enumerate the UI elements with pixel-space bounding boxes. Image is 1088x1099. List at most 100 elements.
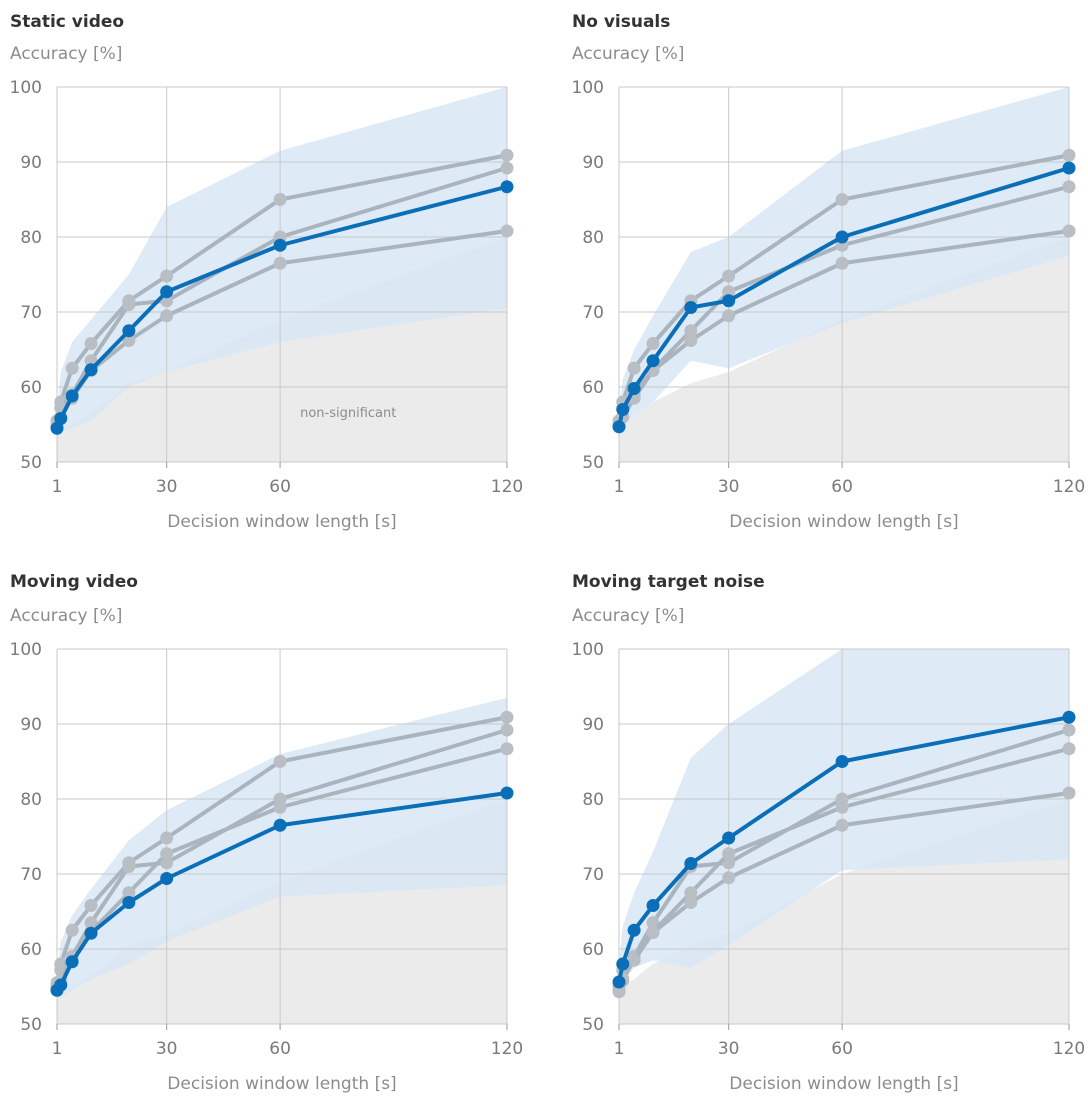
data-point xyxy=(646,337,660,350)
y-tick-label: 80 xyxy=(582,228,604,248)
data-point xyxy=(122,298,136,311)
y-tick-label: 90 xyxy=(582,153,604,173)
y-tick-label: 70 xyxy=(582,865,604,885)
data-point xyxy=(835,230,849,244)
data-point xyxy=(160,831,174,845)
data-point xyxy=(500,742,514,756)
data-point xyxy=(722,309,736,323)
y-axis-label: Accuracy [%] xyxy=(10,44,122,64)
y-axis-label: Accuracy [%] xyxy=(572,44,684,64)
data-point xyxy=(1062,786,1076,800)
y-tick-label: 80 xyxy=(20,790,42,810)
data-point xyxy=(160,269,174,283)
data-point xyxy=(84,337,98,350)
x-axis-label: Decision window length [s] xyxy=(729,1074,958,1094)
x-tick-label: 30 xyxy=(718,1039,740,1059)
x-axis-label: Decision window length [s] xyxy=(729,512,958,532)
y-tick-label: 100 xyxy=(572,78,604,98)
data-point xyxy=(612,985,626,999)
data-point xyxy=(627,382,641,395)
data-point xyxy=(500,148,514,162)
data-point xyxy=(627,923,641,937)
data-point xyxy=(1062,148,1076,162)
data-point xyxy=(835,800,849,814)
y-tick-label: 60 xyxy=(20,940,42,960)
data-point xyxy=(646,926,660,939)
data-point xyxy=(722,269,736,283)
plot-area xyxy=(619,649,1069,1024)
y-tick-label: 70 xyxy=(20,303,42,323)
y-tick-label: 100 xyxy=(572,640,604,660)
x-tick-label: 60 xyxy=(831,1039,853,1059)
data-point xyxy=(65,923,79,937)
data-point xyxy=(835,193,849,206)
non-significant-region xyxy=(619,237,1069,462)
y-tick-label: 100 xyxy=(10,78,42,98)
y-tick-label: 50 xyxy=(20,453,42,473)
y-tick-label: 60 xyxy=(20,378,42,398)
y-axis-label: Accuracy [%] xyxy=(572,606,684,626)
data-point xyxy=(122,334,136,347)
data-point xyxy=(500,723,514,737)
non-significant-label: non-significant xyxy=(300,406,396,421)
data-point xyxy=(722,847,736,861)
data-point xyxy=(122,324,136,338)
data-point xyxy=(54,412,68,425)
x-axis-label: Decision window length [s] xyxy=(167,512,396,532)
plot-area xyxy=(57,697,507,1024)
highlighted-series xyxy=(612,161,1076,434)
data-point xyxy=(835,755,849,768)
x-tick-label: 120 xyxy=(1053,477,1085,497)
data-point xyxy=(500,786,514,800)
data-point xyxy=(273,755,287,768)
x-tick-label: 60 xyxy=(831,477,853,497)
data-point xyxy=(1062,180,1076,194)
data-point xyxy=(646,354,660,368)
y-tick-label: 50 xyxy=(582,1015,604,1035)
data-point xyxy=(627,953,641,967)
data-point xyxy=(684,324,698,338)
data-point xyxy=(616,957,630,971)
data-point xyxy=(616,403,630,416)
data-point xyxy=(1062,710,1076,724)
data-point xyxy=(160,847,174,861)
data-point xyxy=(1062,742,1076,756)
chart-panel-1: Static video Accuracy [%] 50 60 70 80 90 100 1 30… xyxy=(10,12,524,532)
data-point xyxy=(500,180,514,194)
x-tick-label: 60 xyxy=(269,1039,291,1059)
x-tick-label: 1 xyxy=(614,1039,625,1059)
y-tick-label: 90 xyxy=(582,715,604,735)
data-point xyxy=(500,710,514,724)
y-tick-label: 50 xyxy=(582,453,604,473)
data-point xyxy=(273,193,287,206)
data-point xyxy=(835,818,849,832)
plot-area xyxy=(57,87,507,462)
x-tick-label: 120 xyxy=(491,1039,523,1059)
data-point xyxy=(722,831,736,845)
x-tick-label: 60 xyxy=(269,477,291,497)
data-point xyxy=(50,421,64,435)
y-tick-label: 70 xyxy=(582,303,604,323)
data-point xyxy=(65,361,79,375)
data-point xyxy=(273,238,287,252)
data-point xyxy=(684,886,698,900)
data-point xyxy=(612,975,626,989)
y-tick-label: 90 xyxy=(20,153,42,173)
data-point xyxy=(122,896,136,909)
y-tick-label: 70 xyxy=(20,865,42,885)
data-point xyxy=(684,301,698,314)
panel-title: No visuals xyxy=(572,12,670,32)
comparison-series xyxy=(50,161,514,431)
data-point xyxy=(612,420,626,434)
data-point xyxy=(160,309,174,323)
y-tick-label: 80 xyxy=(20,228,42,248)
data-point xyxy=(122,860,136,873)
data-point xyxy=(684,857,698,870)
data-point xyxy=(84,363,98,377)
x-tick-label: 1 xyxy=(614,477,625,497)
data-point xyxy=(160,872,174,885)
x-tick-label: 1 xyxy=(52,1039,63,1059)
chart-panel-2: No visuals Accuracy [%] 50 60 70 80 90 100 1 30 60… xyxy=(572,12,1086,532)
data-point xyxy=(1062,224,1076,238)
